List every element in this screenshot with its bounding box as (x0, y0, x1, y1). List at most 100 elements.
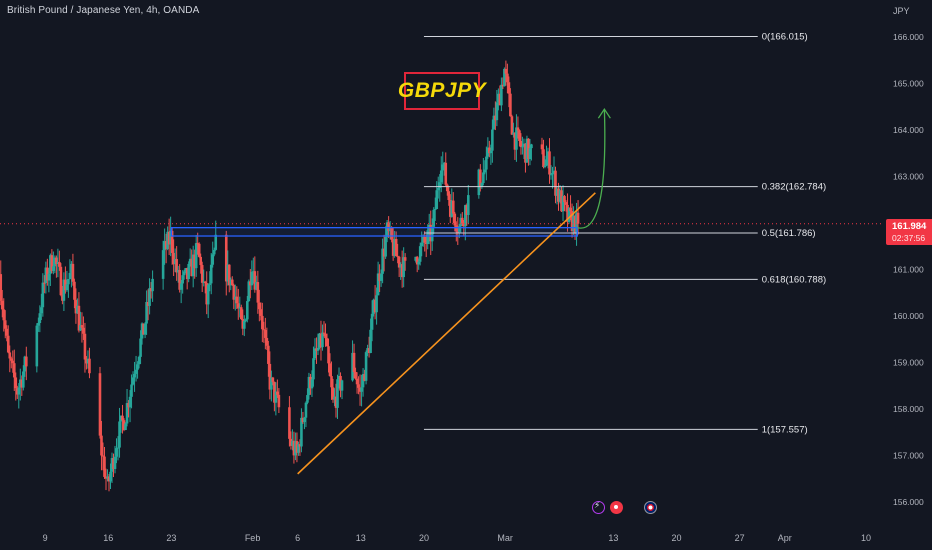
candle-body (560, 190, 563, 212)
candle (131, 371, 135, 386)
candle-body (142, 323, 145, 335)
candle (351, 340, 354, 382)
candle-body (450, 200, 454, 217)
price-tick-label: 165.000 (893, 79, 924, 89)
candle-body (330, 376, 333, 388)
candle-body (243, 320, 246, 329)
record-icon[interactable] (610, 501, 623, 514)
candle (187, 261, 190, 283)
candle (352, 343, 356, 379)
symbol-title[interactable]: British Pound / Japanese Yen, 4h, OANDA (7, 5, 200, 16)
candle (0, 289, 4, 318)
candle-body (376, 273, 380, 296)
candle-body (551, 173, 554, 175)
drawings-layer (0, 108, 884, 475)
candle-body (327, 346, 330, 364)
bolt-icon[interactable] (592, 500, 605, 514)
candle (100, 420, 103, 471)
candle-body (479, 169, 482, 187)
projection-arrow[interactable] (577, 109, 606, 229)
candle (205, 271, 209, 315)
candle-body (364, 352, 368, 381)
candle-body (312, 358, 315, 380)
candle-body (289, 438, 293, 446)
candle (209, 253, 213, 295)
candle-body (561, 196, 565, 212)
symbol-annotation-label: GBPJPY (397, 79, 487, 102)
candle-body (47, 273, 51, 281)
candle (522, 138, 526, 160)
candle (442, 161, 446, 176)
candle-body (453, 213, 457, 226)
candle-body (250, 271, 254, 286)
candle-body (557, 188, 560, 202)
candle-body (238, 307, 242, 309)
candle-body (482, 172, 485, 184)
candle-body (9, 358, 13, 361)
uk-flag-icon[interactable] (644, 501, 657, 514)
candle-body (176, 269, 180, 273)
candle (206, 283, 210, 319)
time-axis[interactable]: 9 16 23 Feb 6 13 20 Mar 13 20 27 Apr 10 (43, 533, 871, 543)
candle-body (200, 265, 204, 283)
candle (104, 468, 108, 491)
candle-body (451, 200, 455, 214)
candle (318, 332, 321, 350)
candle (194, 234, 198, 277)
candle-body (504, 68, 508, 74)
candle-body (80, 325, 84, 328)
candle (170, 227, 174, 265)
price-tick-label: 158.000 (893, 404, 924, 414)
candle-body (548, 151, 551, 175)
candle (363, 369, 366, 382)
trendline[interactable] (297, 192, 596, 475)
candle-body (337, 375, 341, 380)
candle-body (567, 207, 571, 222)
candle (501, 77, 505, 90)
candle (212, 247, 216, 257)
candle-body (261, 315, 264, 330)
candle-body (112, 458, 115, 469)
candle-body (59, 266, 63, 296)
candle-body (244, 319, 248, 321)
support-zone-rect[interactable] (170, 227, 578, 237)
candle-body (483, 169, 487, 173)
candle-body (119, 415, 123, 422)
candle-body (224, 234, 228, 282)
candle-body (258, 302, 261, 310)
candle (358, 374, 362, 406)
candle (464, 204, 467, 241)
candle (555, 186, 559, 205)
candle (397, 255, 401, 277)
candle-body (178, 269, 181, 290)
candle (244, 318, 248, 323)
candle-body (521, 146, 524, 148)
candle (451, 192, 455, 224)
candle (167, 218, 171, 255)
candle (328, 353, 332, 377)
candle (163, 228, 166, 265)
candle (85, 356, 88, 370)
candle (61, 285, 64, 305)
candle-body (133, 373, 136, 378)
candle (433, 197, 437, 221)
candle-body (265, 337, 269, 346)
candle (86, 350, 90, 369)
candle (527, 138, 530, 166)
candle-body (420, 242, 424, 247)
candle (258, 289, 261, 322)
candle (465, 203, 469, 226)
candle-body (252, 271, 255, 273)
candle (467, 184, 470, 224)
candle-body (64, 279, 67, 291)
candle (542, 139, 545, 169)
candle-body (433, 209, 437, 211)
candle (229, 277, 233, 291)
candle-body (421, 236, 425, 243)
candle (576, 200, 580, 235)
candle (301, 411, 305, 424)
candle (70, 261, 73, 288)
candle (403, 253, 407, 271)
candle-body (236, 303, 240, 309)
candle-body (270, 377, 273, 390)
